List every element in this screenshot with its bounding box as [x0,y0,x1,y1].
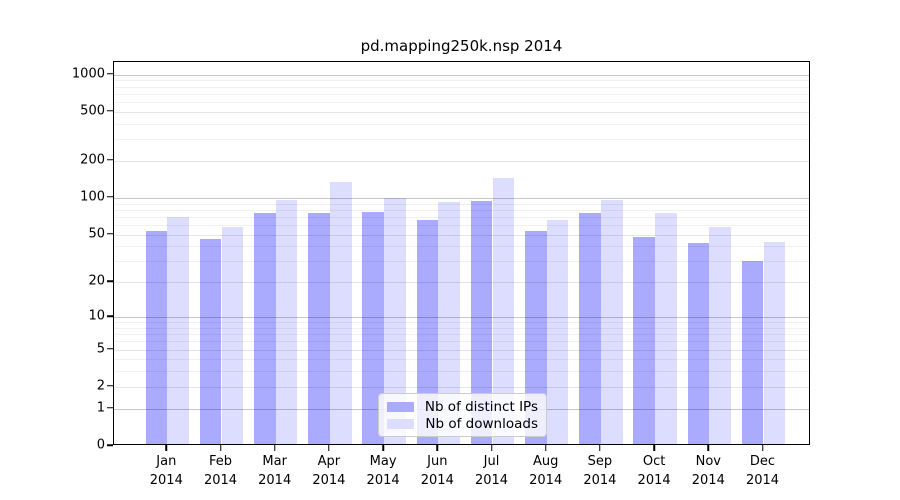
y-tick-mark [107,406,113,409]
bar-downloads-jun-2014 [438,202,461,444]
x-tick-label-sep-2014: Sep 2014 [583,454,617,488]
bar-distinct-ips-jan-2014 [145,230,168,444]
x-tick-mark [599,445,601,451]
x-tick-mark [273,445,276,451]
bar-downloads-may-2014 [384,198,406,444]
x-tick-label-nov-2014: Nov 2014 [691,454,725,488]
bar-distinct-ips-mar-2014 [253,213,276,444]
bar-distinct-ips-oct-2014 [633,237,656,444]
x-tick-mark [653,445,655,451]
bar-distinct-ips-nov-2014 [687,243,710,444]
bars-layer [114,62,809,444]
x-tick-mark [490,445,493,451]
bar-downloads-aug-2014 [546,220,569,444]
chart-title: pd.mapping250k.nsp 2014 [360,37,563,55]
bar-downloads-jan-2014 [167,217,190,444]
legend-item-distinct-ips: Nb of distinct IPs [387,399,538,415]
legend-swatch-downloads [387,419,414,429]
bar-distinct-ips-jun-2014 [416,219,439,444]
y-tick-label-10: 10 [88,308,105,324]
x-tick-mark [382,445,384,451]
x-tick-mark [328,445,330,451]
x-tick-label-jan-2014: Jan 2014 [149,454,183,488]
x-tick-mark [707,445,710,451]
x-tick-label-jun-2014: Jun 2014 [420,454,454,488]
bar-downloads-jul-2014 [492,177,515,444]
y-tick-label-1000: 1000 [71,66,105,82]
y-tick-label-500: 500 [80,103,105,119]
legend-swatch-distinct-ips [387,402,414,412]
bar-distinct-ips-jul-2014 [470,200,493,444]
y-tick-mark [107,232,113,235]
legend-item-downloads: Nb of downloads [387,416,538,432]
x-tick-label-mar-2014: Mar 2014 [258,454,292,488]
x-tick-label-aug-2014: Aug 2014 [529,454,563,488]
y-tick-mark [107,196,113,198]
y-tick-mark [107,385,113,387]
bar-downloads-nov-2014 [709,226,732,444]
bar-downloads-mar-2014 [275,200,298,444]
y-tick-mark [107,159,113,161]
bar-distinct-ips-sep-2014 [579,213,601,444]
y-tick-label-5: 5 [96,341,105,357]
x-tick-label-feb-2014: Feb 2014 [203,454,238,488]
bar-downloads-feb-2014 [221,226,244,444]
bar-distinct-ips-may-2014 [362,211,385,444]
legend: Nb of distinct IPs Nb of downloads [378,393,547,437]
y-tick-label-20: 20 [88,273,105,289]
y-tick-mark [107,72,113,75]
x-tick-mark [761,445,764,451]
x-tick-mark [436,445,439,451]
legend-label: Nb of distinct IPs [424,399,538,415]
x-tick-mark [544,445,547,451]
x-tick-label-dec-2014: Dec 2014 [745,454,780,488]
bar-downloads-apr-2014 [329,181,352,444]
y-tick-label-100: 100 [80,189,105,205]
y-tick-mark [107,280,113,283]
y-tick-label-1: 1 [96,400,105,416]
y-tick-label-200: 200 [80,152,105,168]
bar-distinct-ips-feb-2014 [199,239,222,444]
bar-distinct-ips-apr-2014 [308,213,330,444]
x-tick-label-apr-2014: Apr 2014 [312,454,346,488]
bar-distinct-ips-dec-2014 [741,261,764,444]
x-tick-label-may-2014: May 2014 [366,454,400,488]
y-tick-mark [107,444,113,446]
x-tick-mark [219,445,222,451]
y-tick-mark [107,110,113,112]
y-tick-label-50: 50 [88,226,105,242]
y-tick-mark [107,315,113,317]
x-tick-label-oct-2014: Oct 2014 [637,454,671,488]
y-tick-label-2: 2 [96,378,105,394]
x-tick-mark [165,445,168,451]
y-tick-label-0: 0 [96,437,105,453]
y-tick-mark [107,347,113,350]
x-tick-label-jul-2014: Jul 2014 [474,454,509,488]
legend-label: Nb of downloads [425,416,538,432]
bar-downloads-dec-2014 [763,241,786,444]
plot-area [113,61,810,445]
bar-downloads-sep-2014 [600,199,623,444]
bar-distinct-ips-aug-2014 [524,230,547,444]
bar-downloads-oct-2014 [655,213,677,444]
